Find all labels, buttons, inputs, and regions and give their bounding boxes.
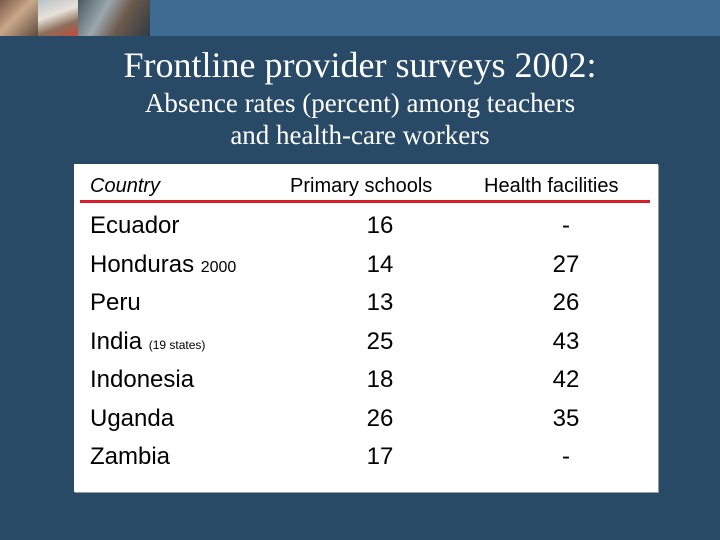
header-underline <box>80 200 650 203</box>
table-row: India (19 states) 25 43 <box>74 322 658 361</box>
country-name: Honduras <box>90 250 195 278</box>
country-cell: Ecuador <box>90 212 179 240</box>
primary-schools-cell: 13 <box>366 289 394 316</box>
health-facilities-cell: 42 <box>552 366 580 393</box>
country-cell: India (19 states) <box>90 328 205 356</box>
country-name: Uganda <box>90 404 175 432</box>
country-note: 2000 <box>200 258 237 276</box>
table-row: Zambia 17 - <box>74 437 658 476</box>
banner-photo <box>78 0 150 36</box>
country-cell: Peru <box>90 289 141 317</box>
table-row: Honduras 2000 14 27 <box>74 245 658 284</box>
top-banner <box>0 0 720 36</box>
country-name: Indonesia <box>90 366 195 393</box>
health-facilities-cell: - <box>562 443 570 470</box>
banner-photo <box>38 0 78 36</box>
health-facilities-cell: 35 <box>552 404 580 432</box>
table-row: Indonesia 18 42 <box>74 360 658 399</box>
primary-schools-cell: 25 <box>366 327 394 355</box>
slide-title: Frontline provider surveys 2002: <box>123 45 597 85</box>
absence-table: Country Primary schools Health facilitie… <box>74 164 658 492</box>
table-row: Uganda 26 35 <box>74 399 658 438</box>
column-header-country: Country <box>90 175 161 197</box>
health-facilities-cell: 26 <box>552 289 580 316</box>
country-cell: Indonesia <box>90 366 194 394</box>
table-row: Ecuador 16 - <box>74 206 658 245</box>
country-cell: Zambia <box>90 443 170 471</box>
title-block: Frontline provider surveys 2002: Absence… <box>0 44 720 150</box>
slide-subtitle-line-1: Absence rates (percent) among teachers <box>144 88 576 118</box>
health-facilities-cell: 27 <box>552 250 580 278</box>
photo-strip <box>0 0 150 36</box>
country-name: Ecuador <box>90 212 180 239</box>
country-note: (19 states) <box>148 337 206 352</box>
health-facilities-cell: 43 <box>552 327 580 355</box>
banner-photo <box>0 0 38 36</box>
column-header-health-facilities: Health facilities <box>484 175 619 197</box>
country-name: Peru <box>90 289 141 316</box>
primary-schools-cell: 18 <box>366 366 394 393</box>
health-facilities-cell: - <box>562 212 570 239</box>
primary-schools-cell: 14 <box>366 250 394 278</box>
country-name: India <box>90 327 143 355</box>
table-row: Peru 13 26 <box>74 283 658 322</box>
primary-schools-cell: 16 <box>366 212 394 239</box>
table-body: Ecuador 16 - Honduras 2000 14 27 Peru 13… <box>74 206 658 476</box>
primary-schools-cell: 26 <box>366 404 394 432</box>
country-cell: Honduras 2000 <box>90 251 236 279</box>
slide-subtitle-line-2: and health-care workers <box>230 120 490 150</box>
country-cell: Uganda <box>90 405 174 433</box>
country-name: Zambia <box>90 443 171 470</box>
column-header-primary-schools: Primary schools <box>290 175 433 197</box>
primary-schools-cell: 17 <box>366 443 394 470</box>
